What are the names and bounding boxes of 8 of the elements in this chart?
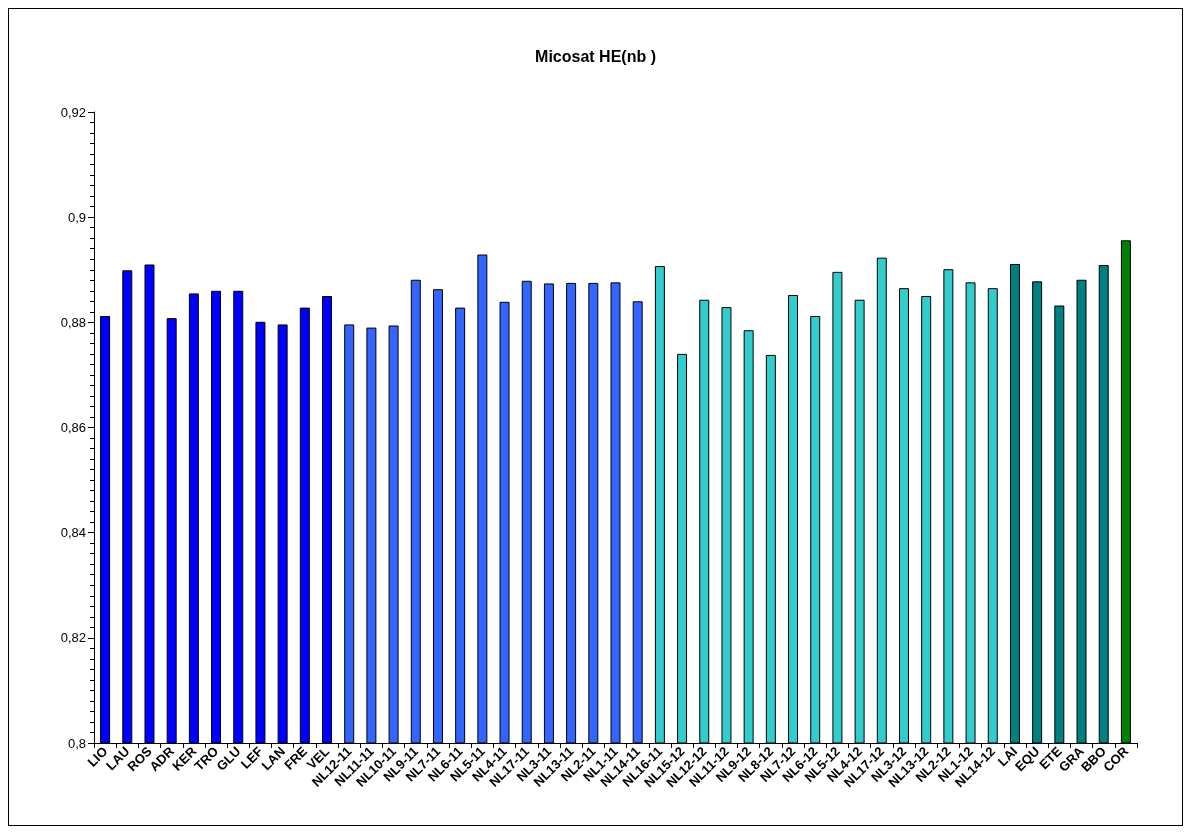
y-tick-label: 0,86 [60,420,86,435]
chart-title: Micosat HE(nb ) [535,47,656,65]
y-tick-label: 0,92 [60,104,86,120]
y-tick-label: 0,8 [67,735,86,751]
y-tick-label: 0,84 [60,525,86,541]
y-tick-label: 0,9 [67,209,86,225]
y-tick-label: 0,88 [60,314,86,330]
y-tick-label: 0,82 [60,630,86,646]
